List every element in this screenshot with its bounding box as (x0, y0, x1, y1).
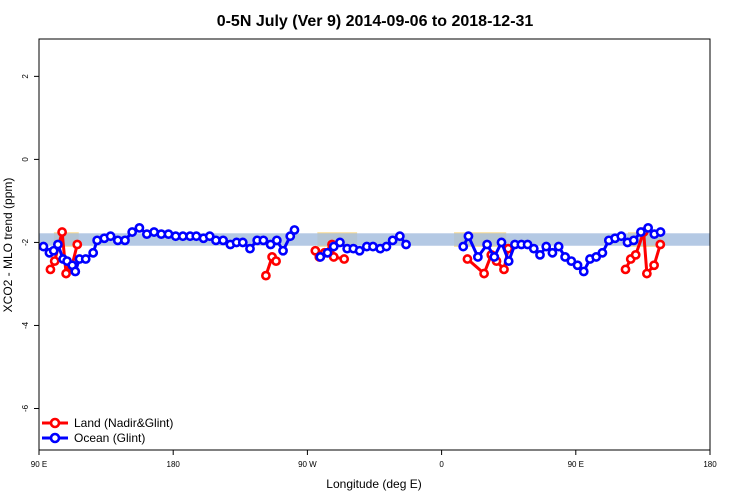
data-point (48, 245, 59, 256)
data-point (499, 264, 509, 275)
data-point (127, 227, 138, 237)
series-ocean (38, 222, 666, 277)
x-tick-label: 90 E (31, 460, 47, 469)
x-tick-label: 180 (703, 460, 717, 469)
data-point (315, 252, 326, 262)
data-point (88, 247, 99, 258)
y-tick-label: -6 (21, 404, 30, 412)
data-point (354, 245, 365, 256)
data-point (616, 231, 627, 242)
data-point (566, 256, 577, 267)
data-point (237, 237, 248, 248)
data-point (655, 227, 666, 237)
data-point (57, 227, 68, 237)
data-point (522, 239, 533, 250)
data-point (245, 243, 255, 254)
legend: Land (Nadir&Glint)Ocean (Glint) (42, 416, 173, 445)
chart-title: 0-5N July (Ver 9) 2014-09-06 to 2018-12-… (217, 13, 534, 30)
data-point (45, 264, 56, 275)
data-point (120, 235, 130, 246)
legend-label: Land (Nadir&Glint) (74, 416, 173, 430)
data-point (655, 239, 666, 250)
y-tick-label: 0 (21, 157, 30, 162)
data-point (339, 254, 350, 264)
data-point (636, 227, 646, 237)
legend-label: Ocean (Glint) (74, 431, 145, 445)
y-axis-label: XCO2 - MLO trend (ppm) (1, 178, 15, 313)
data-point (458, 241, 469, 252)
data-point (535, 249, 545, 260)
data-point (271, 256, 281, 267)
data-point (528, 243, 539, 254)
legend-marker (49, 432, 61, 444)
data-point (70, 266, 81, 277)
x-tick-label: 180 (167, 460, 181, 469)
data-point (401, 239, 411, 250)
data-point (463, 231, 474, 242)
data-point (105, 231, 116, 242)
data-point (387, 235, 398, 246)
data-point (278, 245, 288, 256)
data-point (553, 241, 564, 252)
x-tick-label: 0 (439, 460, 444, 469)
data-point (271, 235, 282, 246)
data-point (265, 239, 276, 250)
y-tick-label: -2 (21, 238, 30, 246)
y-tick-label: -4 (21, 321, 30, 329)
plot-frame (38, 38, 711, 451)
data-point (289, 225, 300, 235)
data-point (503, 256, 514, 267)
data-point (578, 266, 589, 277)
data-point (49, 256, 60, 267)
data-point (328, 252, 339, 262)
data-point (52, 239, 63, 250)
data-point (462, 254, 473, 264)
data-point (472, 252, 483, 262)
series-layer (38, 222, 666, 281)
x-tick-label: 90 E (568, 460, 584, 469)
data-point (260, 270, 271, 281)
data-point (285, 231, 296, 242)
data-point (38, 241, 49, 252)
data-point (547, 247, 558, 258)
data-point (630, 249, 641, 260)
data-point (489, 252, 500, 262)
data-point (479, 268, 489, 279)
data-point (394, 231, 405, 242)
data-point (381, 241, 392, 252)
legend-item: Ocean (Glint) (42, 431, 145, 445)
data-point (591, 252, 602, 262)
y-tick-label: 2 (21, 74, 30, 79)
legend-item: Land (Nadir&Glint) (42, 416, 173, 430)
data-point (335, 237, 345, 248)
data-point (496, 237, 507, 248)
data-point (218, 235, 229, 246)
data-point (620, 264, 631, 275)
data-point (258, 235, 269, 246)
data-point (72, 239, 83, 250)
data-point (560, 252, 571, 262)
data-point (204, 231, 215, 242)
data-point (541, 241, 552, 252)
data-point (643, 222, 654, 233)
legend-marker (49, 417, 61, 429)
x-tick-label: 90 W (298, 460, 317, 469)
data-point (328, 241, 339, 252)
x-axis: 90 E 180 90 W 0 90 E 180 (31, 450, 717, 469)
data-point (482, 239, 492, 250)
data-point (61, 268, 71, 279)
data-point (641, 268, 652, 279)
data-point (628, 235, 639, 246)
data-point (597, 247, 608, 258)
y-axis: -6 -4 -2 0 2 (21, 74, 39, 412)
data-point (134, 222, 145, 233)
data-point (649, 260, 659, 271)
x-axis-label: Longitude (deg E) (326, 477, 421, 491)
data-point (322, 247, 333, 258)
data-point (80, 254, 91, 264)
data-point (572, 260, 583, 271)
